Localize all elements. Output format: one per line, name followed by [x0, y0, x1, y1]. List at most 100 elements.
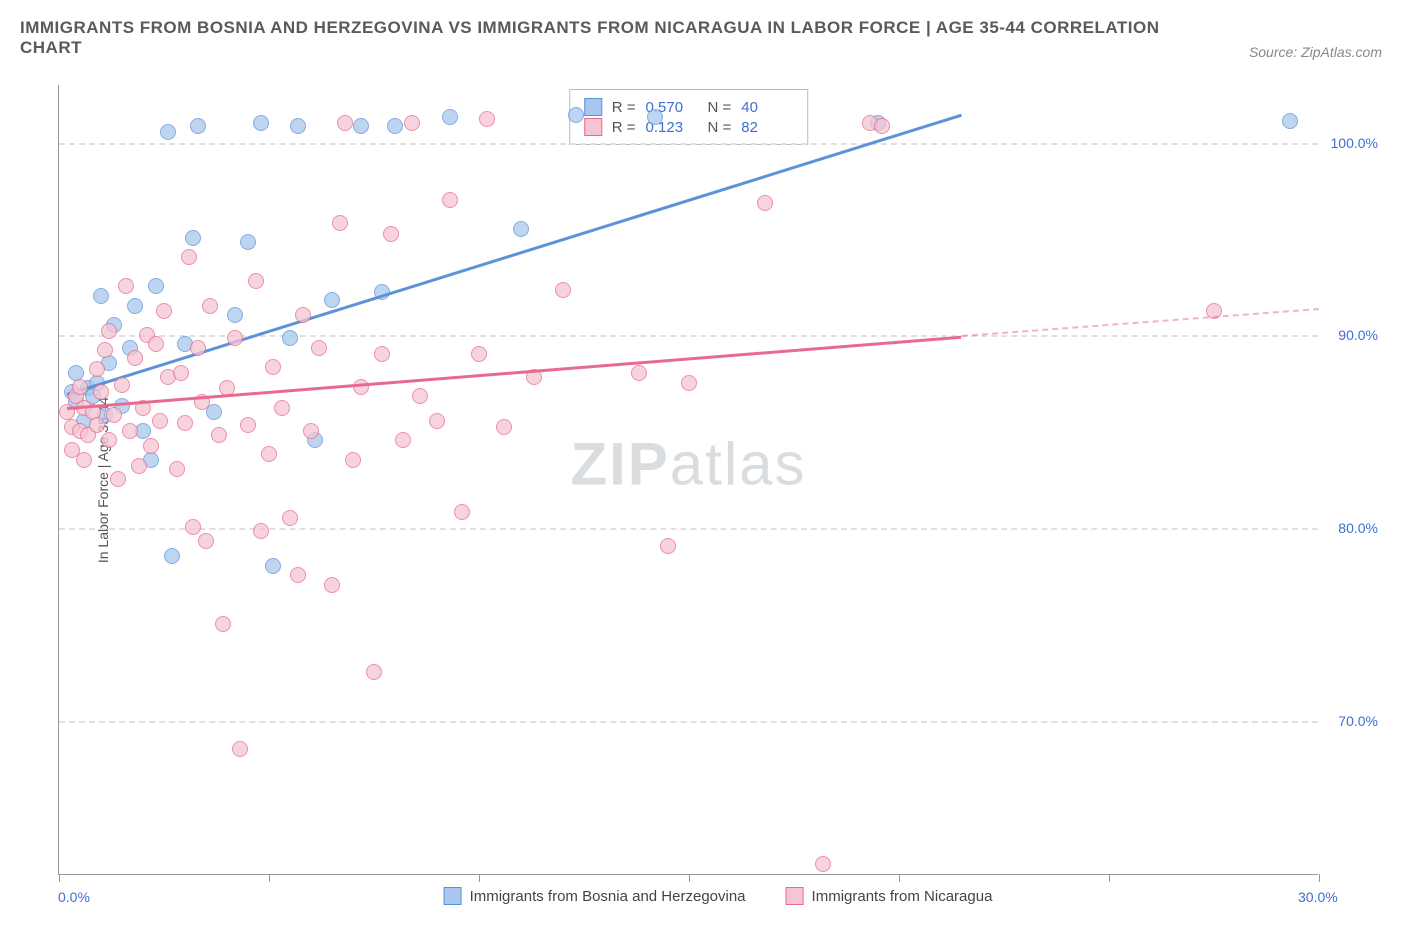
scatter-point: [190, 118, 206, 134]
scatter-point: [290, 118, 306, 134]
scatter-point: [127, 350, 143, 366]
scatter-point: [248, 273, 264, 289]
scatter-point: [345, 452, 361, 468]
watermark: ZIPatlas: [570, 429, 806, 498]
scatter-point: [122, 423, 138, 439]
scatter-point: [429, 413, 445, 429]
swatch-series2: [584, 118, 602, 136]
scatter-point: [265, 558, 281, 574]
swatch-series1: [584, 98, 602, 116]
scatter-point: [555, 282, 571, 298]
n-value-series2: 82: [741, 119, 793, 136]
legend-label-series2: Immigrants from Nicaragua: [812, 888, 993, 905]
chart-title: IMMIGRANTS FROM BOSNIA AND HERZEGOVINA V…: [20, 18, 1200, 58]
source-attribution: Source: ZipAtlas.com: [1249, 44, 1382, 60]
scatter-point: [303, 423, 319, 439]
scatter-point: [353, 379, 369, 395]
xtick: [689, 874, 690, 882]
n-label: N =: [708, 99, 732, 116]
scatter-point: [143, 438, 159, 454]
ytick-label: 80.0%: [1338, 520, 1378, 536]
xtick: [899, 874, 900, 882]
scatter-point: [290, 567, 306, 583]
ytick-label: 90.0%: [1338, 327, 1378, 343]
scatter-point: [442, 109, 458, 125]
scatter-point: [353, 118, 369, 134]
scatter-point: [232, 741, 248, 757]
xtick: [1109, 874, 1110, 882]
scatter-point: [496, 419, 512, 435]
scatter-point: [479, 111, 495, 127]
legend-item-series1: Immigrants from Bosnia and Herzegovina: [444, 887, 746, 905]
stats-row-series2: R = 0.123 N = 82: [584, 118, 794, 136]
xtick: [269, 874, 270, 882]
legend-swatch-series1: [444, 887, 462, 905]
scatter-point: [93, 288, 109, 304]
scatter-point: [148, 278, 164, 294]
scatter-point: [412, 388, 428, 404]
bottom-legend: Immigrants from Bosnia and Herzegovina I…: [444, 887, 993, 905]
scatter-point: [227, 307, 243, 323]
plot-area: ZIPatlas R = 0.570 N = 40 R = 0.123 N = …: [58, 85, 1318, 875]
scatter-point: [215, 616, 231, 632]
scatter-point: [568, 107, 584, 123]
scatter-point: [513, 221, 529, 237]
scatter-point: [211, 427, 227, 443]
n-value-series1: 40: [741, 99, 793, 116]
scatter-point: [206, 404, 222, 420]
xtick: [1319, 874, 1320, 882]
scatter-point: [131, 458, 147, 474]
stats-box: R = 0.570 N = 40 R = 0.123 N = 82: [569, 89, 809, 145]
scatter-point: [815, 856, 831, 872]
scatter-point: [173, 365, 189, 381]
scatter-point: [93, 384, 109, 400]
scatter-point: [190, 340, 206, 356]
scatter-point: [253, 523, 269, 539]
xtick-label-right: 30.0%: [1298, 889, 1338, 905]
scatter-point: [240, 417, 256, 433]
scatter-point: [198, 533, 214, 549]
scatter-point: [324, 292, 340, 308]
scatter-point: [366, 664, 382, 680]
r-label: R =: [612, 119, 636, 136]
watermark-bold: ZIP: [570, 430, 669, 497]
scatter-point: [282, 330, 298, 346]
scatter-point: [631, 365, 647, 381]
scatter-point: [148, 336, 164, 352]
gridline-h: [59, 143, 1318, 145]
scatter-point: [185, 230, 201, 246]
scatter-point: [404, 115, 420, 131]
scatter-point: [89, 361, 105, 377]
scatter-point: [101, 323, 117, 339]
scatter-point: [152, 413, 168, 429]
xtick-label-left: 0.0%: [58, 889, 90, 905]
scatter-point: [106, 407, 122, 423]
scatter-point: [160, 124, 176, 140]
trend-line-dash: [962, 309, 1319, 338]
scatter-point: [156, 303, 172, 319]
ytick-label: 100.0%: [1331, 135, 1378, 151]
scatter-point: [181, 249, 197, 265]
scatter-point: [395, 432, 411, 448]
scatter-point: [240, 234, 256, 250]
scatter-point: [97, 342, 113, 358]
scatter-point: [757, 195, 773, 211]
scatter-point: [101, 432, 117, 448]
scatter-point: [127, 298, 143, 314]
ytick-label: 70.0%: [1338, 713, 1378, 729]
r-label: R =: [612, 99, 636, 116]
watermark-light: atlas: [670, 430, 807, 497]
scatter-point: [332, 215, 348, 231]
scatter-point: [177, 415, 193, 431]
scatter-point: [337, 115, 353, 131]
scatter-point: [76, 452, 92, 468]
scatter-point: [169, 461, 185, 477]
scatter-point: [383, 226, 399, 242]
scatter-point: [282, 510, 298, 526]
xtick: [479, 874, 480, 882]
scatter-point: [681, 375, 697, 391]
scatter-point: [261, 446, 277, 462]
gridline-h: [59, 721, 1318, 723]
chart-container: In Labor Force | Age 35-44 ZIPatlas R = …: [58, 85, 1378, 875]
stats-row-series1: R = 0.570 N = 40: [584, 98, 794, 116]
